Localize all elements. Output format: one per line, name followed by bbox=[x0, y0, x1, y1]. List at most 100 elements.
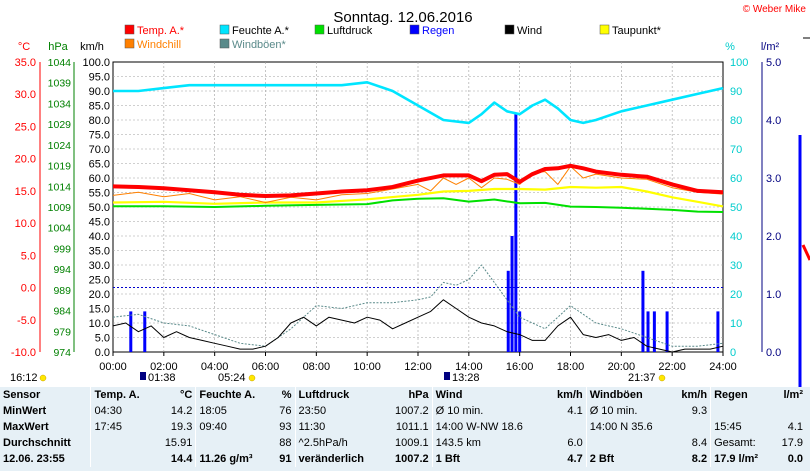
event-label: 21:37 bbox=[628, 372, 656, 384]
table-cell: 143.5 km bbox=[431, 435, 547, 451]
rain-bar bbox=[510, 236, 514, 352]
tick-label-kmh: 40.0 bbox=[89, 231, 110, 243]
tick-label-time: 14:00 bbox=[455, 361, 483, 373]
table-cell: Gesamt: bbox=[710, 435, 773, 451]
legend-swatch bbox=[504, 24, 515, 35]
table-cell bbox=[772, 403, 806, 419]
sun-icon bbox=[658, 374, 666, 382]
table-cell: 91 bbox=[279, 453, 292, 465]
event-label: 05:24 bbox=[218, 372, 246, 384]
tick-labels: 100.095.090.085.080.075.070.065.060.055.… bbox=[11, 57, 781, 373]
tick-label-hpa: 1014 bbox=[48, 181, 72, 193]
tick-label-kmh: 20.0 bbox=[89, 289, 110, 301]
table-cell: 1009.1 bbox=[394, 437, 429, 449]
weather-chart: Sonntag. 12.06.2016 © Weber Mike Temp. A… bbox=[10, 4, 810, 387]
moon-icon bbox=[140, 372, 146, 380]
tick-label-kmh: 100.0 bbox=[82, 57, 110, 69]
tick-label-kmh: 45.0 bbox=[89, 217, 110, 229]
chart-title: Sonntag. 12.06.2016 bbox=[333, 9, 472, 26]
right-edge-fragment bbox=[798, 37, 810, 387]
tick-label-hpa: 989 bbox=[53, 285, 71, 297]
legend-label: Temp. A.* bbox=[137, 25, 185, 37]
axis-unit-hpa: hPa bbox=[48, 41, 68, 53]
table-cell: 11:30 bbox=[294, 419, 384, 435]
tick-label-rain: 5.0 bbox=[766, 57, 781, 69]
table-cell: 4.1 bbox=[787, 421, 803, 433]
table-cell: 17:45 bbox=[90, 419, 155, 435]
table-cell: 11.26 g/m³ bbox=[195, 451, 273, 467]
moon-icon bbox=[444, 372, 450, 380]
table-cell bbox=[547, 419, 586, 435]
table-cell: Luftdruck bbox=[294, 387, 384, 403]
legend-swatch bbox=[124, 24, 135, 35]
legend-swatch bbox=[409, 24, 420, 35]
sun-icon bbox=[248, 374, 256, 382]
tick-label-kmh: 35.0 bbox=[89, 246, 110, 258]
tick-label-c: 5.0 bbox=[21, 250, 36, 262]
tick-label-kmh: 25.0 bbox=[89, 275, 110, 287]
tick-label-hpa: 1024 bbox=[48, 140, 72, 152]
table-cell: MinWert bbox=[3, 405, 47, 417]
tick-label-c: 35.0 bbox=[15, 57, 36, 69]
tick-label-kmh: 70.0 bbox=[89, 144, 110, 156]
axis-unit-rain: l/m² bbox=[761, 41, 780, 53]
table-cell: MaxWert bbox=[3, 421, 49, 433]
table-cell: Wind bbox=[431, 387, 547, 403]
table-cell: Regen bbox=[710, 387, 773, 403]
table-cell: 17.9 l/m² bbox=[710, 451, 773, 467]
tick-label-pct: 80 bbox=[730, 115, 742, 127]
series-line-wind bbox=[112, 299, 724, 353]
table-cell: 15.91 bbox=[164, 437, 193, 449]
tick-label-time: 04:00 bbox=[201, 361, 229, 373]
table-cell: 6.0 bbox=[567, 437, 583, 449]
tick-label-pct: 70 bbox=[730, 144, 742, 156]
table-cell: Durchschnitt bbox=[3, 437, 71, 449]
tick-label-c: 15.0 bbox=[15, 186, 36, 198]
table-cell: Windböen bbox=[585, 387, 672, 403]
tick-label-rain: 4.0 bbox=[766, 115, 781, 127]
tick-label-kmh: 0.0 bbox=[95, 347, 110, 359]
tick-label-c: 25.0 bbox=[15, 121, 36, 133]
table-row: Durchschnitt 15.91 88 ^2.5hPa/h 1009.1 143.5 … bbox=[0, 435, 806, 451]
tick-label-kmh: 10.0 bbox=[89, 318, 110, 330]
legend-swatch bbox=[124, 38, 135, 49]
legend-label: Windböen* bbox=[232, 39, 287, 51]
summary-table: Sensor Temp. A. °C Feuchte A.% Luftdruck hPa W… bbox=[0, 387, 810, 471]
legend-swatch bbox=[599, 24, 610, 35]
tick-label-time: 02:00 bbox=[150, 361, 178, 373]
series-lines bbox=[112, 81, 724, 353]
table-cell: 14:00 W-NW 18.6 bbox=[431, 419, 547, 435]
rain-bar bbox=[518, 311, 522, 352]
table-cell: 4.1 bbox=[567, 405, 583, 417]
rain-bar bbox=[716, 311, 720, 352]
tick-label-time: 16:00 bbox=[506, 361, 534, 373]
rain-bars bbox=[129, 114, 720, 352]
table-row: 12.06. 23:55 14.4 11.26 g/m³ 91 veränderlich… bbox=[0, 451, 806, 467]
tick-label-hpa: 979 bbox=[53, 326, 71, 338]
tick-label-kmh: 5.0 bbox=[95, 333, 110, 345]
legend-label: Feuchte A.* bbox=[232, 25, 290, 37]
tick-label-pct: 90 bbox=[730, 86, 742, 98]
table-cell: 17.9 bbox=[781, 437, 803, 449]
table-cell: 8.2 bbox=[691, 453, 708, 465]
edge-temp-line bbox=[801, 244, 810, 261]
axis-unit-pct: % bbox=[725, 41, 735, 53]
tick-label-hpa: 1029 bbox=[48, 119, 72, 131]
series-line-luftdruck bbox=[113, 197, 724, 213]
event-label: 16:12 bbox=[10, 372, 38, 384]
legend-label: Wind bbox=[517, 25, 542, 37]
table-cell: °C bbox=[180, 389, 193, 401]
tick-label-pct: 10 bbox=[730, 318, 742, 330]
table-cell: 88 bbox=[279, 437, 292, 449]
tick-label-kmh: 50.0 bbox=[89, 202, 110, 214]
table-cell: 8.4 bbox=[691, 437, 708, 449]
tick-label-hpa: 994 bbox=[53, 264, 71, 276]
tick-label-hpa: 984 bbox=[53, 306, 71, 318]
series-line-windb-en bbox=[112, 264, 724, 347]
table-cell: 2 Bft bbox=[585, 451, 672, 467]
series-line-feuchte-a bbox=[113, 81, 724, 125]
table-cell: 04:30 bbox=[90, 403, 155, 419]
tick-label-c: 10.0 bbox=[15, 218, 36, 230]
table-cell: 93 bbox=[279, 421, 292, 433]
tick-label-c: -10.0 bbox=[11, 347, 36, 359]
